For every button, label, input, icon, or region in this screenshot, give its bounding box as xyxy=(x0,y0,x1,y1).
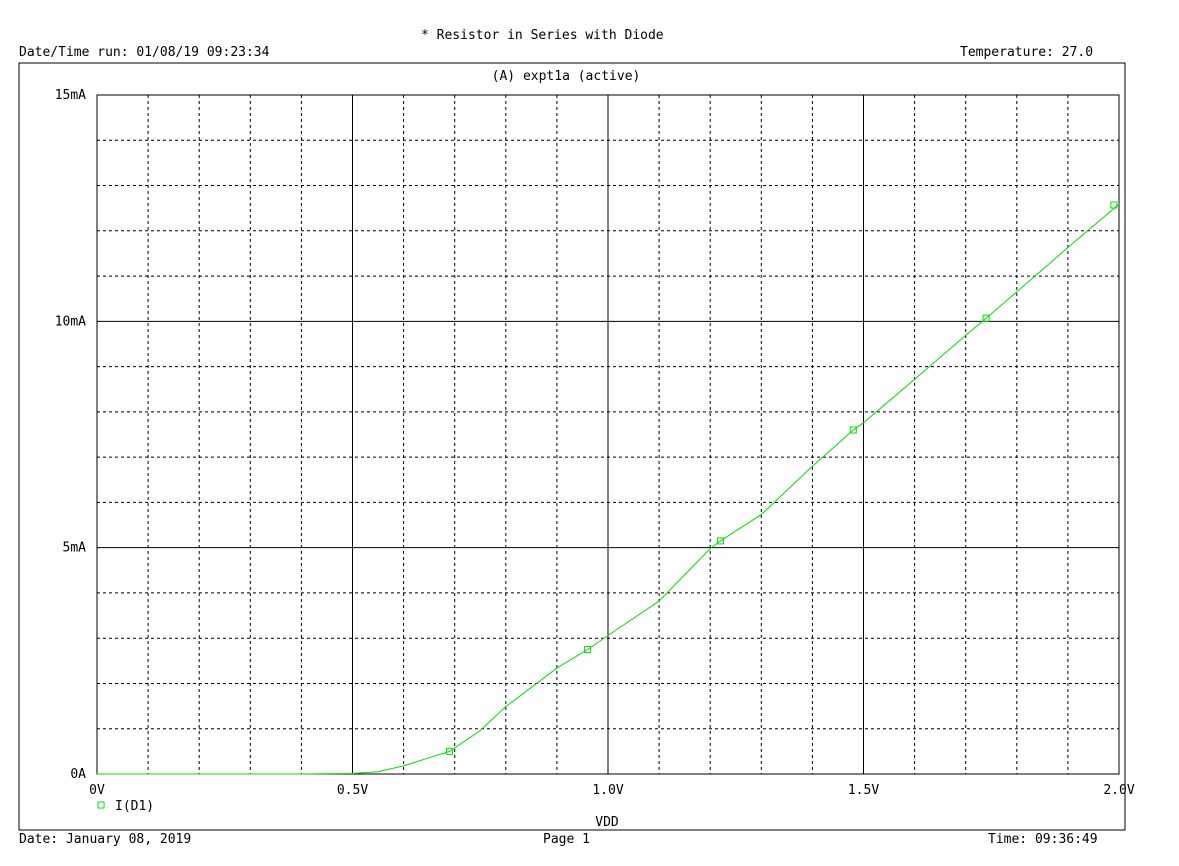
x-axis-label: VDD xyxy=(595,815,619,830)
temperature: Temperature: 27.0 xyxy=(960,45,1094,60)
data-point-marker xyxy=(584,646,592,654)
x-axis-ticks: 0V 0.5V 1.0V 1.5V 2.0V xyxy=(89,783,1135,798)
y-tick-label: 15mA xyxy=(55,88,86,103)
chart-title: * Resistor in Series with Diode xyxy=(421,28,664,43)
data-point-marker xyxy=(982,314,990,322)
outer-frame xyxy=(18,62,1126,831)
footer-page: Page 1 xyxy=(543,832,590,847)
legend-label: I(D1) xyxy=(115,799,154,814)
x-tick-label: 0.5V xyxy=(337,783,368,798)
trace xyxy=(97,203,1120,775)
data-point-marker xyxy=(446,747,454,755)
x-tick-label: 1.0V xyxy=(592,783,623,798)
y-tick-label: 5mA xyxy=(63,541,87,556)
footer-time: Time: 09:36:49 xyxy=(988,832,1098,847)
plot-title: (A) expt1a (active) xyxy=(492,69,641,84)
y-tick-label: 0A xyxy=(70,767,86,782)
data-point-marker xyxy=(716,537,724,545)
datetime-run: Date/Time run: 01/08/19 09:23:34 xyxy=(19,45,270,60)
plot-border xyxy=(96,94,1120,775)
y-axis-ticks: 0A 5mA 10mA 15mA xyxy=(55,88,86,782)
data-point-marker xyxy=(1110,201,1118,209)
x-tick-label: 1.5V xyxy=(848,783,879,798)
legend-marker xyxy=(97,801,105,809)
data-point-marker xyxy=(849,426,857,434)
x-tick-label: 2.0V xyxy=(1103,783,1134,798)
grid xyxy=(96,94,1120,775)
series-line-I-D1 xyxy=(97,203,1120,775)
data-markers xyxy=(446,201,1118,755)
x-tick-label: 0V xyxy=(89,783,105,798)
footer-date: Date: January 08, 2019 xyxy=(19,832,192,847)
y-tick-label: 10mA xyxy=(55,314,86,329)
